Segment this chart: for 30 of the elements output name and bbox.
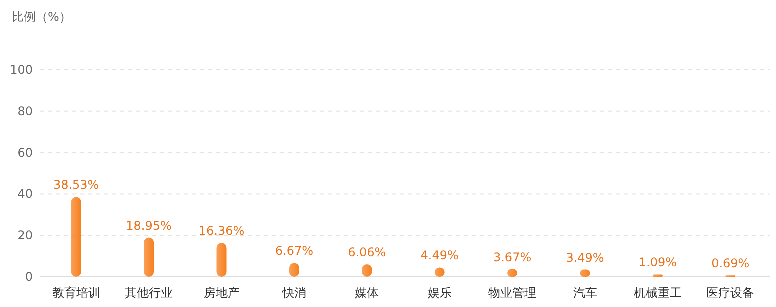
x-tick-label: 医疗设备 — [706, 286, 755, 300]
y-axis-title: 比例（%） — [12, 10, 72, 24]
y-tick-label: 60 — [18, 146, 33, 160]
y-tick-label: 80 — [18, 104, 33, 118]
data-label: 1.09% — [638, 256, 678, 270]
data-label: 0.69% — [712, 256, 750, 271]
data-label: 16.36% — [198, 224, 245, 238]
y-tick-label: 0 — [25, 270, 33, 284]
data-label: 3.49% — [566, 250, 604, 265]
x-tick-label: 机械重工 — [634, 286, 682, 300]
x-tick-label: 娱乐 — [428, 286, 452, 300]
x-tick-label: 媒体 — [355, 286, 380, 300]
x-tick-label: 快消 — [281, 286, 306, 300]
bar — [144, 238, 154, 277]
bar — [216, 243, 227, 277]
y-tick-label: 20 — [18, 228, 33, 243]
data-label: 6.06% — [348, 245, 386, 260]
x-tick-label: 汽车 — [573, 286, 598, 300]
data-label: 3.67% — [493, 250, 532, 264]
data-label: 4.49% — [420, 248, 459, 263]
bar — [71, 197, 82, 277]
x-tick-label: 房地产 — [204, 286, 240, 300]
data-label: 6.67% — [275, 244, 314, 258]
x-tick-label: 物业管理 — [488, 286, 537, 300]
data-label: 38.53% — [53, 178, 100, 192]
x-tick-label: 教育培训 — [52, 286, 100, 300]
data-label: 18.95% — [126, 218, 172, 233]
y-tick-label: 100 — [10, 63, 33, 77]
x-tick-label: 其他行业 — [125, 286, 174, 300]
y-tick-label: 40 — [18, 187, 33, 202]
